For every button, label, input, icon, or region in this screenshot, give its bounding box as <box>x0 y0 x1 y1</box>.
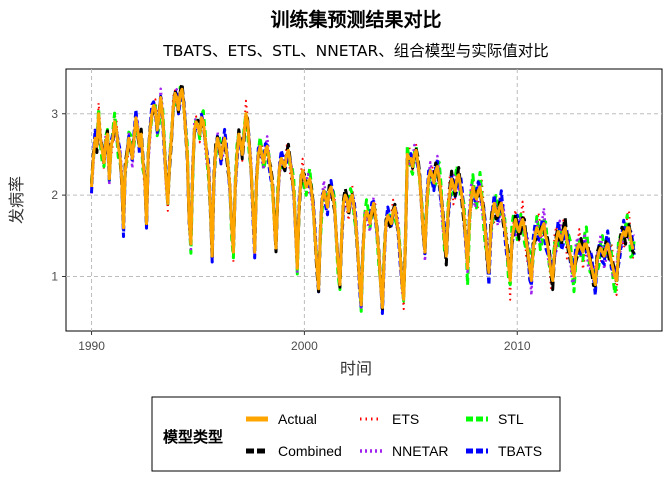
legend-label-combined: Combined <box>278 443 342 459</box>
x-axis: 1990 2000 2010 <box>78 331 531 353</box>
y-tick-label: 3 <box>51 107 58 121</box>
legend-label-stl: STL <box>498 411 524 427</box>
y-tick-label: 1 <box>51 269 58 283</box>
legend-title: 模型类型 <box>163 428 223 446</box>
y-axis: 1 2 3 <box>51 107 66 283</box>
legend: 模型类型 Actual ETS STL Combined NNETAR TBATS <box>151 396 561 472</box>
legend-label-nnetar: NNETAR <box>392 443 449 459</box>
x-axis-title: 时间 <box>340 359 372 378</box>
series-line-actual <box>90 87 635 309</box>
x-tick-label: 2010 <box>504 339 531 353</box>
x-tick-label: 2000 <box>291 339 318 353</box>
legend-box <box>151 396 561 472</box>
chart-subtitle: TBATS、ETS、STL、NNETAR、组合模型与实际值对比 <box>162 42 548 60</box>
plot-panel <box>65 68 663 332</box>
chart-title: 训练集预测结果对比 <box>270 8 441 31</box>
plot-series <box>90 82 636 315</box>
legend-label-tbats: TBATS <box>498 443 542 459</box>
x-tick-label: 1990 <box>78 339 105 353</box>
gridlines <box>66 69 662 331</box>
y-axis-title: 发病率 <box>7 176 26 224</box>
y-tick-label: 2 <box>51 188 58 202</box>
legend-label-actual: Actual <box>278 411 317 427</box>
legend-label-ets: ETS <box>392 411 419 427</box>
